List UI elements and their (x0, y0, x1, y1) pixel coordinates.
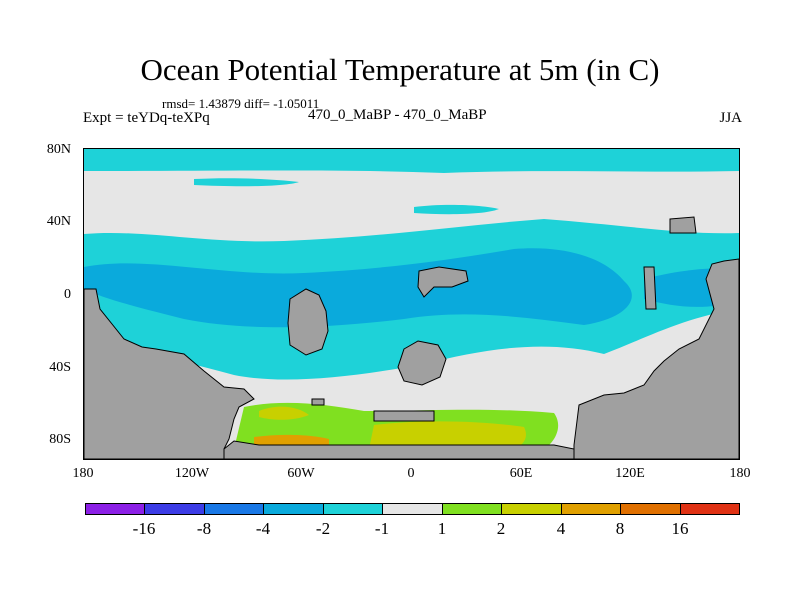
y-tick-label: 40N (46, 214, 71, 229)
land-island-north (669, 216, 697, 234)
colorbar-label: -2 (315, 519, 331, 538)
colorbar-swatch (323, 504, 384, 514)
warm-strip-south (254, 434, 329, 445)
land-india (417, 266, 469, 298)
y-tick-label: 80N (46, 142, 71, 157)
colorbar-label: -8 (196, 519, 212, 538)
colorbar-swatch (561, 504, 622, 514)
season-label: JJA (719, 110, 742, 126)
colorbar-label: 8 (615, 519, 625, 538)
colorbar-swatch (264, 504, 324, 514)
x-tick-label: 60E (509, 466, 533, 481)
colorbar-label: 16 (671, 519, 689, 538)
colorbar-label: -16 (132, 519, 156, 538)
land-antarctica-east (573, 258, 739, 459)
experiment-label: Expt = teYDq-teXPq (83, 110, 210, 126)
colorbar-swatch (86, 504, 146, 514)
x-tick-label: 60W (287, 466, 315, 481)
map-plot (83, 148, 740, 460)
x-tick-label: 120W (174, 466, 210, 481)
colorbar-swatch (621, 504, 681, 514)
warm-core (369, 421, 526, 449)
colorbar-label: -1 (374, 519, 390, 538)
arctic-band (84, 149, 739, 173)
x-tick-label: 0 (407, 466, 415, 481)
colorbar-label: -4 (255, 519, 271, 538)
north-patch (414, 204, 499, 215)
y-tick-label: 0 (64, 287, 71, 302)
warm-patch-west (259, 406, 309, 420)
land-africa (287, 288, 329, 356)
x-tick-label: 120E (615, 466, 645, 481)
y-tick-label: 40S (49, 360, 71, 375)
cool-region-core (84, 248, 632, 328)
colorbar-swatch (502, 504, 562, 514)
colorbar (85, 503, 740, 515)
colorbar-swatch (145, 504, 205, 514)
map-field (84, 149, 739, 459)
y-tick-label: 80S (49, 432, 71, 447)
x-tick-label: 180 (72, 466, 94, 481)
plot-title: Ocean Potential Temperature at 5m (in C) (140, 52, 660, 87)
land-antarctic-shelf (373, 410, 435, 422)
land-antarctica-west (223, 440, 575, 459)
colorbar-swatch (680, 504, 739, 514)
subtitle: 470_0_MaBP - 470_0_MaBP (308, 107, 487, 123)
arctic-strip (194, 178, 299, 187)
colorbar-swatch (442, 504, 503, 514)
land-island-east (643, 266, 657, 310)
colorbar-label: 4 (556, 519, 566, 538)
colorbar-label: 1 (437, 519, 447, 538)
stats-text: rmsd= 1.43879 diff= -1.05011 (162, 96, 320, 111)
colorbar-label: 2 (496, 519, 506, 538)
x-tick-label: 180 (729, 466, 751, 481)
land-small-islet (311, 398, 325, 406)
colorbar-swatch (383, 504, 443, 514)
land-australia (397, 340, 447, 386)
colorbar-swatch (204, 504, 265, 514)
